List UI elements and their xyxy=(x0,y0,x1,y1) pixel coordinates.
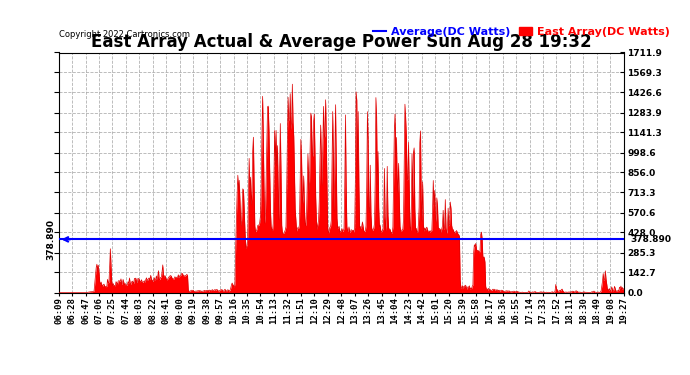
Text: 378.890: 378.890 xyxy=(630,235,671,244)
Text: 378.890: 378.890 xyxy=(47,219,56,260)
Title: East Array Actual & Average Power Sun Aug 28 19:32: East Array Actual & Average Power Sun Au… xyxy=(91,33,592,51)
Legend: Average(DC Watts), East Array(DC Watts): Average(DC Watts), East Array(DC Watts) xyxy=(368,22,674,41)
Text: Copyright 2022 Cartronics.com: Copyright 2022 Cartronics.com xyxy=(59,30,190,39)
